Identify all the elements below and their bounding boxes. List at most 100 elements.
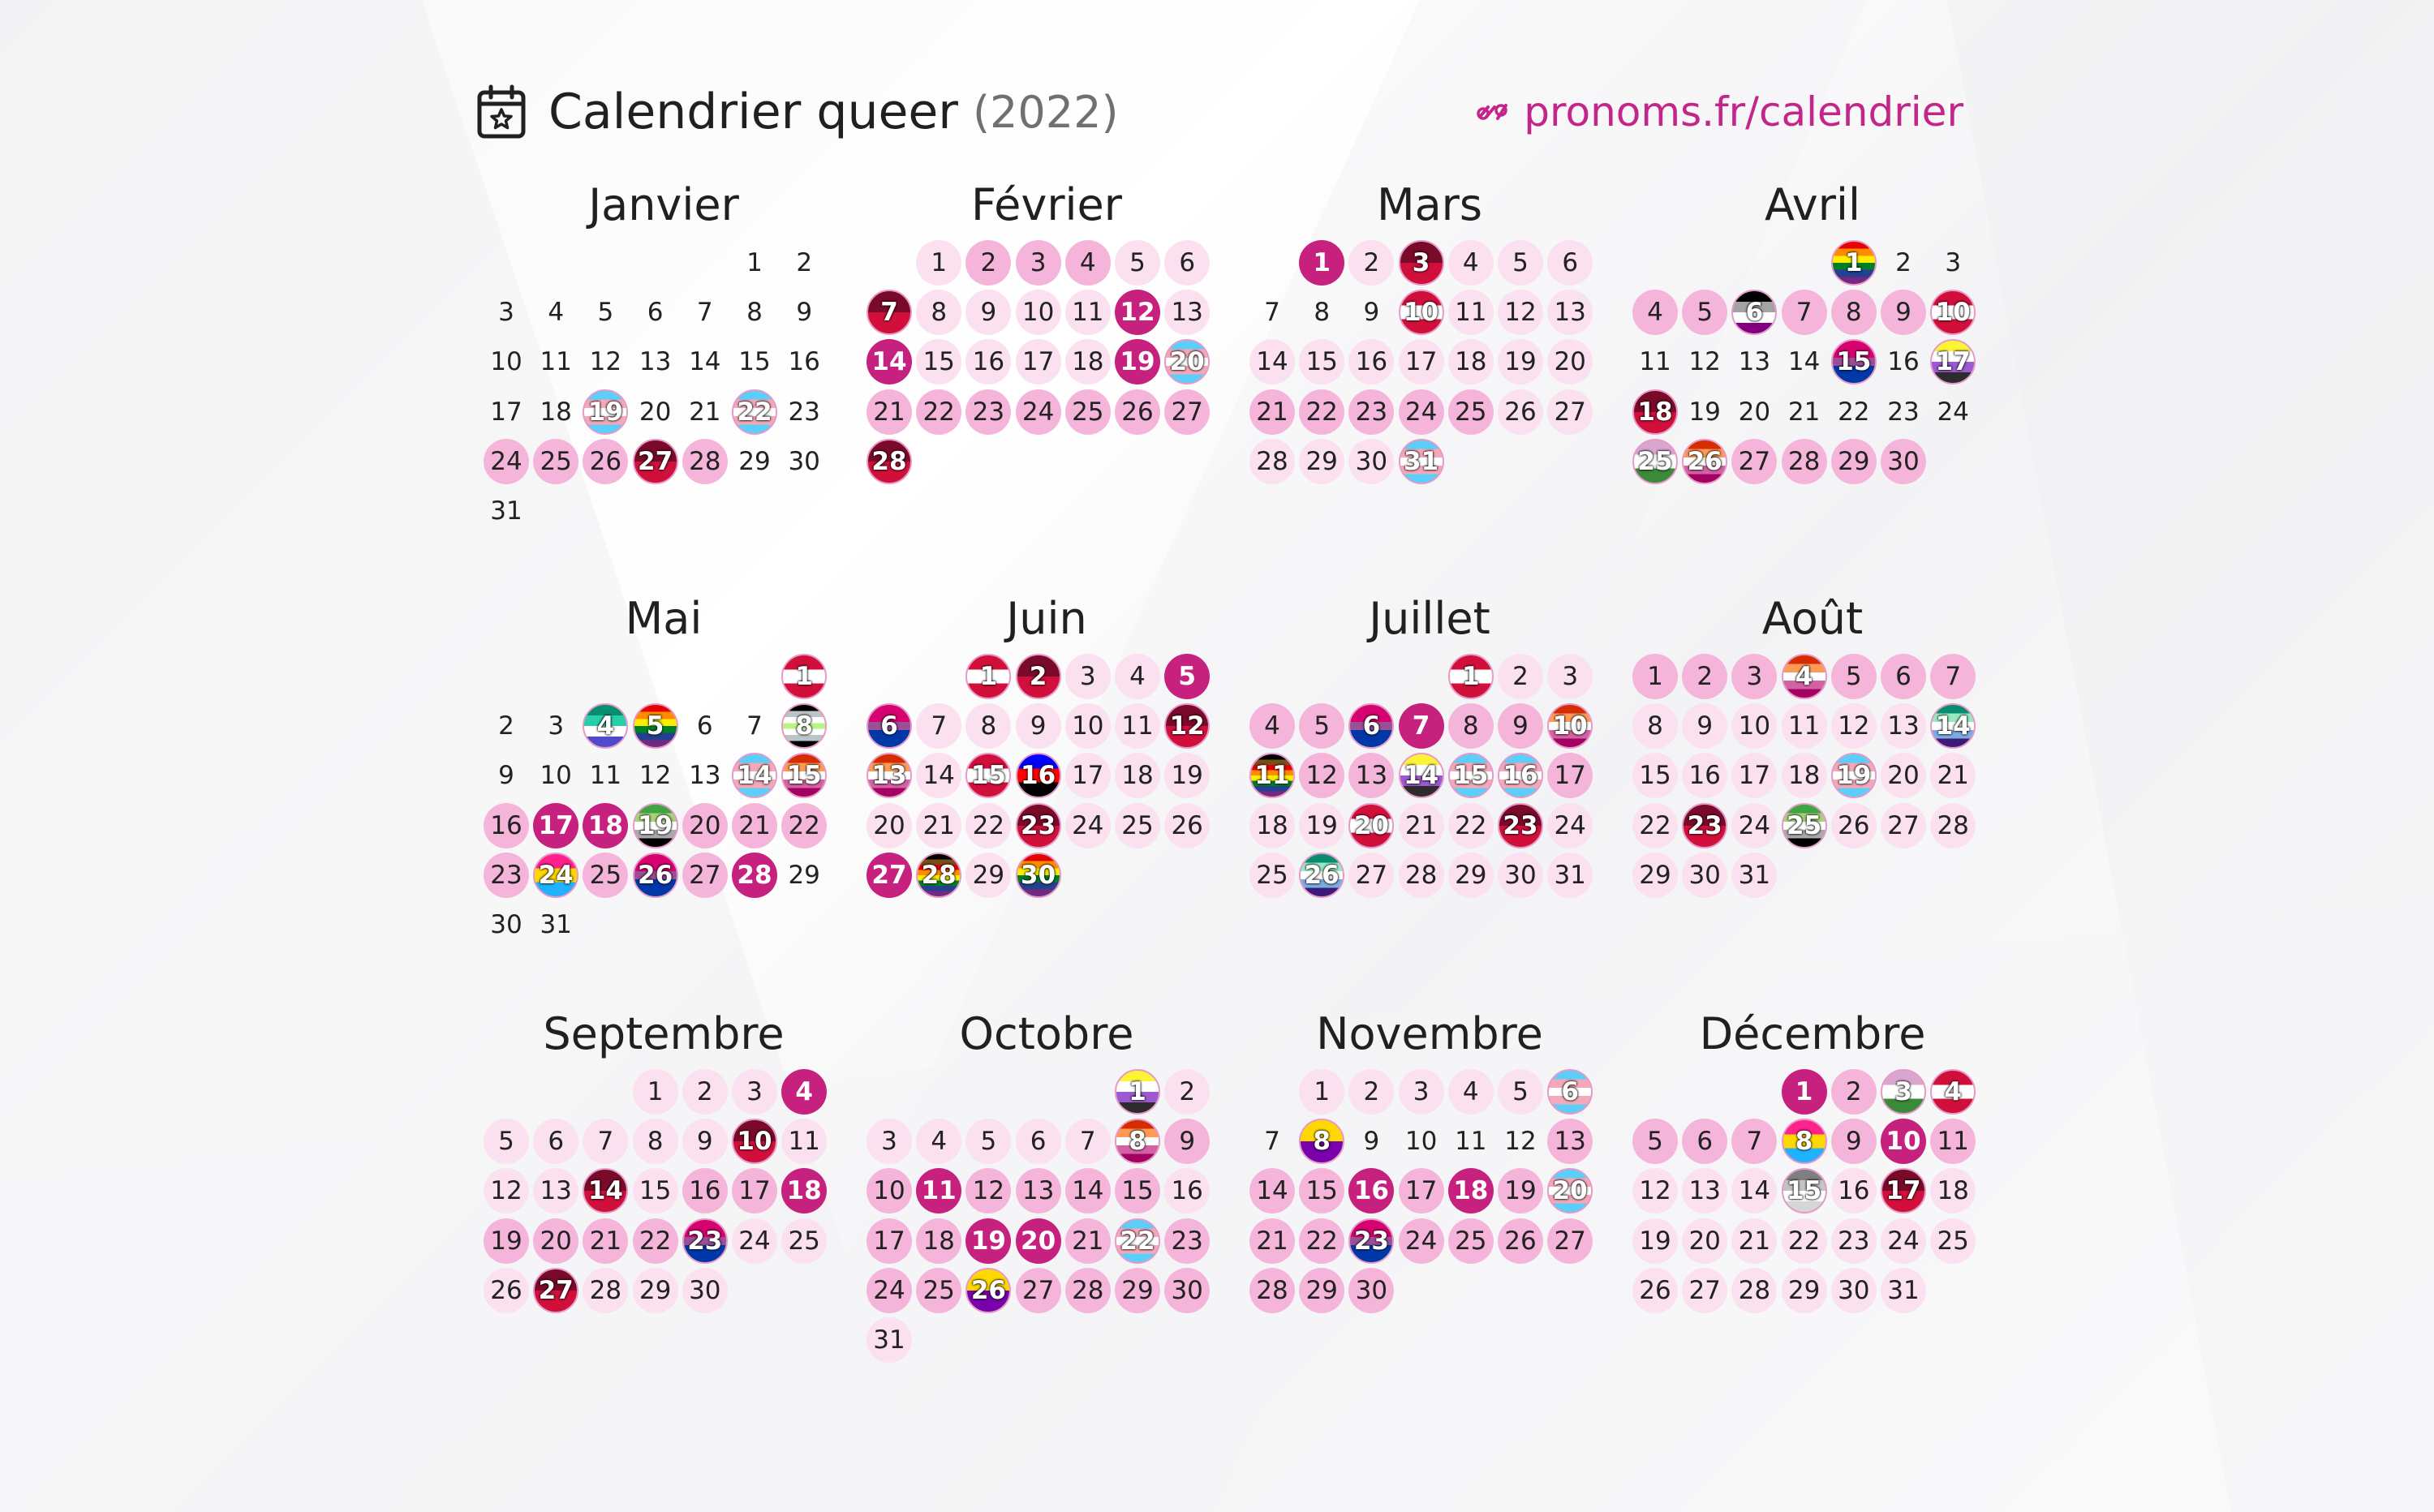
- day-cell[interactable]: 18: [1632, 389, 1678, 435]
- day-cell[interactable]: 8: [1314, 298, 1331, 328]
- day-cell[interactable]: 11: [1115, 703, 1160, 750]
- day-cell[interactable]: 25: [1930, 1218, 1976, 1264]
- day-cell[interactable]: 1: [1299, 240, 1345, 286]
- day-cell[interactable]: 29: [738, 446, 771, 476]
- day-cell[interactable]: 14: [1731, 1168, 1778, 1214]
- day-cell[interactable]: 2: [1830, 1069, 1877, 1115]
- day-cell[interactable]: 27: [1547, 1218, 1593, 1264]
- day-cell[interactable]: 28: [1249, 1267, 1295, 1313]
- day-cell[interactable]: 18: [781, 1168, 828, 1214]
- day-cell[interactable]: 5: [597, 298, 614, 328]
- day-cell[interactable]: 22: [632, 1218, 678, 1264]
- day-cell[interactable]: 17: [867, 1218, 912, 1264]
- day-cell[interactable]: 14: [867, 339, 912, 385]
- day-cell[interactable]: 17: [1881, 1168, 1926, 1214]
- day-cell[interactable]: 21: [732, 802, 777, 848]
- day-cell[interactable]: 9: [1363, 1127, 1380, 1157]
- day-cell[interactable]: 27: [682, 852, 728, 898]
- day-cell[interactable]: 26: [632, 852, 678, 898]
- day-cell[interactable]: 28: [867, 438, 912, 484]
- day-cell[interactable]: 29: [632, 1267, 678, 1313]
- day-cell[interactable]: 7: [1264, 1127, 1280, 1157]
- day-cell[interactable]: 30: [1164, 1267, 1211, 1313]
- day-cell[interactable]: 27: [867, 852, 912, 898]
- day-cell[interactable]: 3: [1881, 1069, 1926, 1115]
- day-cell[interactable]: 15: [1299, 339, 1345, 385]
- day-cell[interactable]: 24: [484, 438, 529, 484]
- day-cell[interactable]: 15: [1830, 339, 1877, 385]
- day-cell[interactable]: 23: [1348, 389, 1395, 435]
- day-cell[interactable]: 18: [1930, 1168, 1976, 1214]
- day-cell[interactable]: 15: [1632, 753, 1678, 799]
- day-cell[interactable]: 3: [1015, 240, 1061, 286]
- day-cell[interactable]: 13: [639, 347, 672, 377]
- day-cell[interactable]: 24: [1015, 389, 1061, 435]
- day-cell[interactable]: 3: [1064, 654, 1111, 699]
- day-cell[interactable]: 9: [1164, 1119, 1211, 1165]
- day-cell[interactable]: 23: [788, 397, 820, 427]
- day-cell[interactable]: 5: [1498, 240, 1543, 286]
- day-cell[interactable]: 21: [1787, 397, 1821, 427]
- day-cell[interactable]: 13: [1348, 753, 1395, 799]
- day-cell[interactable]: 10: [1731, 703, 1778, 750]
- day-cell[interactable]: 10: [1930, 290, 1976, 336]
- day-cell[interactable]: 19: [1115, 339, 1160, 385]
- site-url[interactable]: pronoms.fr/calendrier: [1524, 88, 1963, 135]
- day-cell[interactable]: 4: [1632, 290, 1678, 336]
- day-cell[interactable]: 15: [738, 347, 771, 377]
- day-cell[interactable]: 31: [490, 496, 522, 526]
- day-cell[interactable]: 4: [1249, 703, 1295, 750]
- day-cell[interactable]: 12: [1299, 753, 1345, 799]
- day-cell[interactable]: 28: [1930, 802, 1976, 848]
- day-cell[interactable]: 7: [1264, 298, 1280, 328]
- day-cell[interactable]: 25: [1447, 1218, 1494, 1264]
- day-cell[interactable]: 22: [1781, 1218, 1827, 1264]
- day-cell[interactable]: 22: [1299, 389, 1345, 435]
- day-cell[interactable]: 21: [583, 1218, 629, 1264]
- day-cell[interactable]: 2: [1348, 240, 1395, 286]
- day-cell[interactable]: 9: [1015, 703, 1061, 750]
- day-cell[interactable]: 26: [965, 1267, 1012, 1313]
- day-cell[interactable]: 29: [1115, 1267, 1160, 1313]
- day-cell[interactable]: 13: [1547, 1119, 1593, 1165]
- day-cell[interactable]: 19: [484, 1218, 529, 1264]
- day-cell[interactable]: 8: [1299, 1119, 1345, 1165]
- day-cell[interactable]: 5: [965, 1119, 1012, 1165]
- day-cell[interactable]: 17: [1930, 339, 1976, 385]
- day-cell[interactable]: 10: [867, 1168, 912, 1214]
- day-cell[interactable]: 24: [1881, 1218, 1926, 1264]
- day-cell[interactable]: 7: [867, 290, 912, 336]
- day-cell[interactable]: 28: [1781, 438, 1827, 484]
- day-cell[interactable]: 7: [696, 298, 713, 328]
- day-cell[interactable]: 17: [1015, 339, 1061, 385]
- day-cell[interactable]: 6: [696, 711, 713, 741]
- day-cell[interactable]: 4: [1930, 1069, 1976, 1115]
- day-cell[interactable]: 1: [1447, 654, 1494, 699]
- day-cell[interactable]: 7: [1398, 703, 1444, 750]
- day-cell[interactable]: 12: [965, 1168, 1012, 1214]
- day-cell[interactable]: 2: [1164, 1069, 1211, 1115]
- day-cell[interactable]: 20: [1348, 802, 1395, 848]
- day-cell[interactable]: 20: [1738, 397, 1771, 427]
- day-cell[interactable]: 10: [1547, 703, 1593, 750]
- day-cell[interactable]: 12: [1164, 703, 1211, 750]
- day-cell[interactable]: 10: [490, 347, 522, 377]
- day-cell[interactable]: 4: [1447, 240, 1494, 286]
- day-cell[interactable]: 28: [583, 1267, 629, 1313]
- day-cell[interactable]: 6: [1547, 1069, 1593, 1115]
- day-cell[interactable]: 14: [1398, 753, 1444, 799]
- day-cell[interactable]: 23: [1498, 802, 1543, 848]
- day-cell[interactable]: 16: [1830, 1168, 1877, 1214]
- day-cell[interactable]: 21: [689, 397, 721, 427]
- day-cell[interactable]: 23: [1015, 802, 1061, 848]
- day-cell[interactable]: 26: [1498, 1218, 1543, 1264]
- day-cell[interactable]: 25: [781, 1218, 828, 1264]
- day-cell[interactable]: 19: [583, 389, 629, 435]
- day-cell[interactable]: 31: [540, 910, 572, 939]
- day-cell[interactable]: 1: [781, 654, 828, 699]
- day-cell[interactable]: 4: [1447, 1069, 1494, 1115]
- day-cell[interactable]: 18: [916, 1218, 962, 1264]
- day-cell[interactable]: 10: [1015, 290, 1061, 336]
- day-cell[interactable]: 21: [1731, 1218, 1778, 1264]
- day-cell[interactable]: 15: [916, 339, 962, 385]
